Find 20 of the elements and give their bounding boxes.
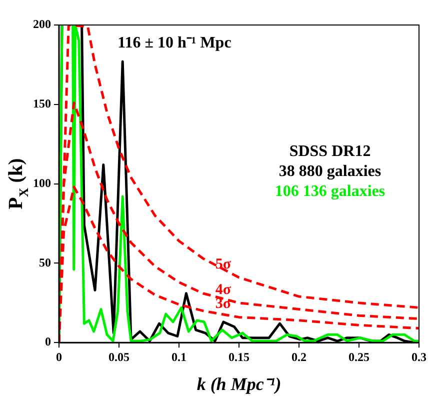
x-tick-label: 0.1 (172, 350, 186, 364)
y-tick-label: 50 (39, 255, 51, 270)
x-tick-label: 0.05 (108, 350, 130, 364)
y-tick-label: 0 (45, 334, 51, 349)
y-tick-label: 150 (33, 96, 51, 110)
y-tick-label: 100 (33, 176, 51, 190)
series-label: 4σ (215, 282, 232, 298)
x-tick-label: 0.3 (412, 350, 426, 364)
text: 38 880 galaxies (278, 163, 382, 180)
x-tick-label: 0.2 (292, 350, 306, 364)
y-axis-title: PX (k) (5, 158, 31, 210)
annotation: SDSS DR12 (289, 143, 371, 160)
y-tick-label: 200 (33, 17, 51, 32)
x-tick-label: 0.25 (348, 350, 370, 364)
series-label: 5σ (215, 256, 232, 272)
text: 106 136 galaxies (274, 183, 386, 200)
x-axis-title: k (h Mpc⁻¹) (196, 374, 282, 394)
x-tick-label: 0 (56, 350, 62, 364)
x-tick-label: 0.15 (228, 350, 250, 364)
annotation: 116 ± 10 h⁻¹ Mpc (118, 34, 232, 52)
